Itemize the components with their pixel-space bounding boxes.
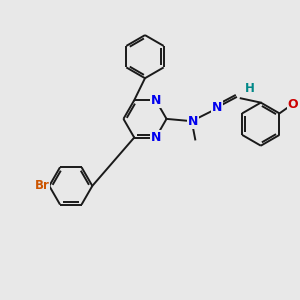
Text: N: N bbox=[212, 101, 222, 114]
Text: N: N bbox=[151, 131, 161, 144]
Text: N: N bbox=[188, 115, 198, 128]
Text: N: N bbox=[151, 94, 161, 107]
Text: Br: Br bbox=[34, 179, 50, 192]
Text: H: H bbox=[244, 82, 254, 95]
Text: O: O bbox=[288, 98, 298, 111]
